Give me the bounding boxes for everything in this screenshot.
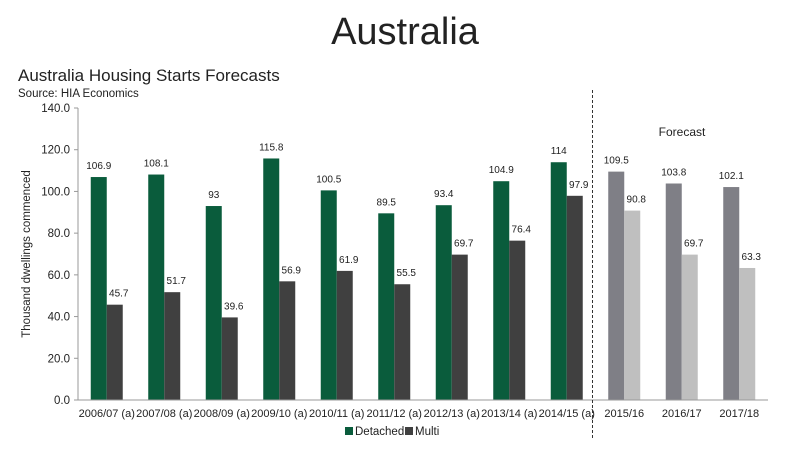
- x-tick-label: 2006/07 (a): [79, 408, 135, 420]
- bar-multi: [624, 210, 641, 400]
- bar-multi: [394, 284, 411, 400]
- data-label-multi: 69.7: [454, 239, 474, 250]
- data-label-detached: 102.1: [719, 171, 744, 182]
- bar-multi: [106, 304, 123, 400]
- data-label-multi: 55.5: [397, 268, 417, 279]
- data-label-multi: 61.9: [339, 255, 359, 266]
- slide-title: Australia: [331, 11, 480, 53]
- x-tick-label: 2009/10 (a): [251, 408, 307, 420]
- bar-detached: [90, 177, 107, 400]
- data-label-detached: 114: [551, 146, 567, 157]
- data-label-detached: 109.5: [604, 156, 629, 167]
- bar-detached: [665, 183, 682, 400]
- bar-detached: [550, 162, 567, 400]
- y-tick-label: 40.0: [48, 312, 70, 324]
- x-tick-label: 2008/09 (a): [194, 408, 250, 420]
- bar-multi: [164, 292, 181, 400]
- x-tick-label: 2014/15 (a): [539, 408, 595, 420]
- bar-multi: [451, 254, 468, 400]
- bar-multi: [279, 281, 296, 400]
- legend-swatch-multi: [405, 427, 413, 435]
- bar-multi: [566, 195, 583, 400]
- data-label-multi: 63.3: [742, 252, 762, 263]
- bar-detached: [435, 205, 452, 400]
- x-tick-label: 2007/08 (a): [136, 408, 192, 420]
- legend-label-detached: Detached: [355, 426, 404, 438]
- y-tick-label: 0.0: [54, 395, 70, 407]
- bar-detached: [263, 158, 280, 400]
- x-tick-label: 2015/16: [604, 408, 644, 420]
- y-tick-label: 20.0: [48, 353, 70, 365]
- bar-detached: [148, 174, 165, 400]
- data-label-detached: 89.5: [377, 197, 397, 208]
- data-label-detached: 108.1: [144, 159, 169, 170]
- bar-multi: [681, 254, 698, 400]
- x-tick-label: 2011/12 (a): [367, 408, 422, 420]
- bar-detached: [205, 206, 222, 400]
- y-tick-label: 60.0: [48, 270, 70, 282]
- data-label-detached: 100.5: [316, 174, 341, 185]
- bar-detached: [493, 181, 510, 400]
- y-tick-label: 140.0: [41, 103, 70, 115]
- data-label-multi: 51.7: [167, 276, 187, 287]
- data-label-detached: 93: [208, 190, 220, 201]
- data-label-detached: 106.9: [86, 161, 111, 172]
- data-label-multi: 97.9: [569, 180, 589, 191]
- chart-title: Australia Housing Starts Forecasts: [18, 66, 280, 85]
- bar-multi: [336, 270, 353, 400]
- bar-detached: [608, 171, 625, 400]
- data-label-multi: 90.8: [627, 195, 647, 206]
- data-label-multi: 39.6: [224, 301, 244, 312]
- data-label-multi: 69.7: [684, 239, 704, 250]
- bar-multi: [509, 240, 526, 400]
- data-label-multi: 56.9: [282, 265, 302, 276]
- legend-label-multi: Multi: [415, 426, 439, 438]
- bar-detached: [723, 187, 740, 400]
- data-label-multi: 45.7: [109, 289, 129, 300]
- legend: Detached Multi: [345, 426, 439, 438]
- data-label-detached: 104.9: [489, 165, 514, 176]
- x-tick-label: 2016/17: [662, 408, 702, 420]
- data-label-detached: 93.4: [434, 189, 454, 200]
- y-tick-label: 120.0: [41, 145, 70, 157]
- y-axis-label: Thousand dwellings commenced: [21, 170, 33, 337]
- bar-detached: [320, 190, 337, 400]
- data-label-multi: 76.4: [512, 225, 532, 236]
- x-tick-label: 2010/11 (a): [309, 408, 364, 420]
- x-tick-label: 2012/13 (a): [424, 408, 480, 420]
- data-label-detached: 115.8: [259, 142, 284, 153]
- x-tick-label: 2013/14 (a): [481, 408, 537, 420]
- bar-multi: [221, 317, 238, 400]
- x-tick-label: 2017/18: [719, 408, 759, 420]
- bar-detached: [378, 213, 395, 400]
- y-tick-label: 100.0: [41, 186, 70, 198]
- bar-multi: [739, 267, 756, 400]
- data-label-detached: 103.8: [661, 168, 686, 179]
- legend-swatch-detached: [345, 427, 353, 435]
- chart-subtitle: Source: HIA Economics: [18, 88, 139, 100]
- forecast-label: Forecast: [659, 125, 706, 139]
- y-tick-label: 80.0: [48, 228, 70, 240]
